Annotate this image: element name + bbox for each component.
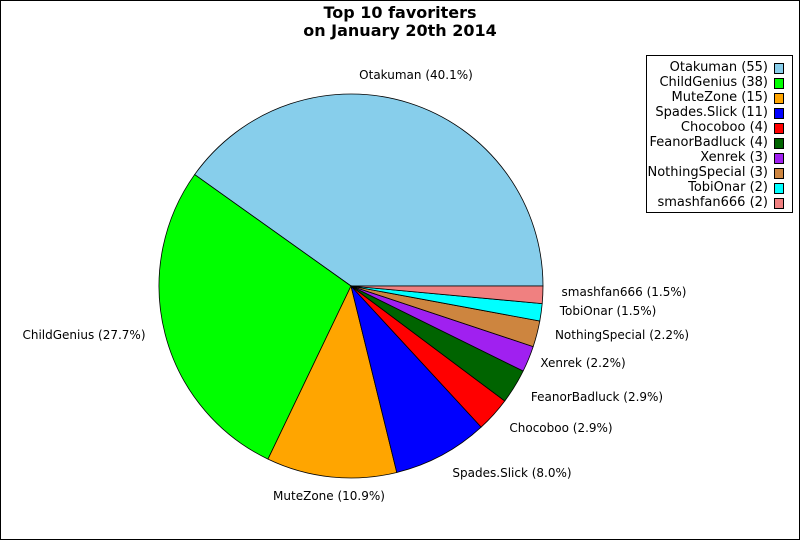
slice-label: smashfan666 (1.5%) bbox=[562, 285, 687, 299]
chart-title-line-1: Top 10 favoriters bbox=[323, 3, 477, 22]
chart-title-line-2: on January 20th 2014 bbox=[303, 21, 497, 40]
legend: Otakuman (55) ChildGenius (38) MuteZone … bbox=[646, 55, 793, 213]
legend-item: Xenrek (3) bbox=[647, 149, 788, 167]
legend-label: Spades.Slick (11) bbox=[655, 105, 768, 120]
legend-label: MuteZone (15) bbox=[671, 90, 768, 105]
legend-item: FeanorBadluck (4) bbox=[647, 134, 788, 152]
legend-item: ChildGenius (38) bbox=[647, 74, 788, 92]
legend-item: Chocoboo (4) bbox=[647, 119, 788, 137]
slice-label: Otakuman (40.1%) bbox=[359, 68, 473, 82]
legend-item: TobiOnar (2) bbox=[647, 179, 788, 197]
legend-item: MuteZone (15) bbox=[647, 89, 788, 107]
legend-item: Spades.Slick (11) bbox=[647, 104, 788, 122]
legend-label: Otakuman (55) bbox=[669, 60, 768, 75]
legend-item: smashfan666 (2) bbox=[647, 194, 788, 212]
legend-swatch bbox=[774, 78, 784, 89]
legend-swatch bbox=[774, 123, 784, 134]
legend-item: NothingSpecial (3) bbox=[647, 164, 788, 182]
slice-label: Chocoboo (2.9%) bbox=[509, 421, 612, 435]
legend-label: ChildGenius (38) bbox=[659, 75, 768, 90]
slice-label: TobiOnar (1.5%) bbox=[559, 304, 657, 318]
legend-swatch bbox=[774, 93, 784, 104]
slice-label: MuteZone (10.9%) bbox=[273, 489, 385, 503]
legend-swatch bbox=[774, 183, 784, 194]
slice-label: FeanorBadluck (2.9%) bbox=[531, 390, 663, 404]
pie-slice-smashfan666 bbox=[350, 285, 544, 305]
slice-label: NothingSpecial (2.2%) bbox=[555, 328, 689, 342]
pie-slice-childgenius bbox=[158, 174, 352, 460]
slice-label: Spades.Slick (8.0%) bbox=[452, 466, 571, 480]
pie-slice-spades-slick bbox=[350, 285, 482, 473]
legend-label: Chocoboo (4) bbox=[680, 120, 768, 135]
slice-label: ChildGenius (27.7%) bbox=[22, 328, 145, 342]
slice-label: Xenrek (2.2%) bbox=[540, 356, 625, 370]
legend-item: Otakuman (55) bbox=[647, 59, 788, 77]
legend-label: NothingSpecial (3) bbox=[647, 165, 768, 180]
legend-swatch bbox=[774, 198, 784, 209]
legend-swatch bbox=[774, 138, 784, 149]
legend-label: Xenrek (3) bbox=[700, 150, 768, 165]
legend-label: FeanorBadluck (4) bbox=[649, 135, 768, 150]
legend-swatch bbox=[774, 168, 784, 179]
legend-label: TobiOnar (2) bbox=[688, 180, 768, 195]
pie-slice-mutezone bbox=[267, 284, 398, 479]
pie-slice-otakuman bbox=[194, 93, 544, 287]
legend-label: smashfan666 (2) bbox=[657, 195, 768, 210]
legend-swatch bbox=[774, 63, 784, 74]
legend-swatch bbox=[774, 108, 784, 119]
legend-swatch bbox=[774, 153, 784, 164]
